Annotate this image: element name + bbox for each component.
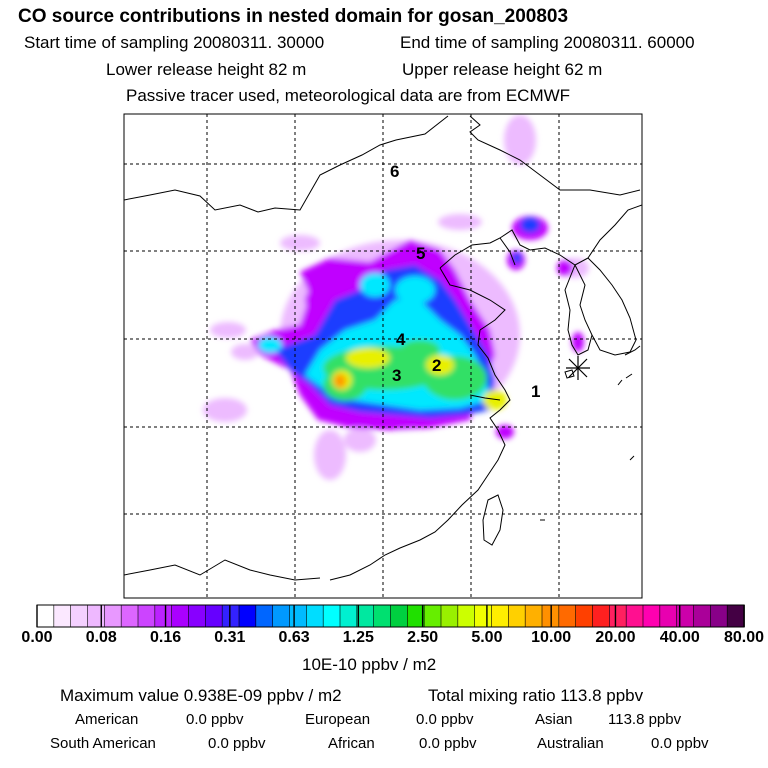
region-name-south-american: South American [50,735,156,752]
region-name-australian: Australian [537,735,604,752]
region-value-australian: 0.0 ppbv [651,735,709,752]
map-frame [123,113,643,599]
region-name-american: American [75,711,139,728]
legend-tick-label: 0.63 [278,629,310,646]
region-value-south-american: 0.0 ppbv [208,735,266,752]
lower-release-label: Lower release height 82 m [106,60,307,79]
legend-tick-label: 0.08 [85,629,117,646]
legend-tick-label: 0.31 [214,629,246,646]
region-value-european: 0.0 ppbv [416,711,474,728]
start-time-label: Start time of sampling 20080311. 30000 [24,33,325,52]
end-time-label: End time of sampling 20080311. 60000 [400,33,695,52]
region-value-american: 0.0 ppbv [186,711,244,728]
region-label-2: 2 [432,356,442,375]
legend-tick-label: 20.00 [595,629,636,646]
asterisk-icon [566,356,590,380]
region-label-3: 3 [392,366,402,385]
region-label-5: 5 [416,244,426,263]
plume-field [203,115,589,480]
region-label-4: 4 [396,330,406,349]
legend-tick-label: 0.00 [21,629,53,646]
region-value-african: 0.0 ppbv [419,735,477,752]
region-name-european: European [305,711,371,728]
tracer-note: Passive tracer used, meteorological data… [126,86,571,105]
max-value-label: Maximum value 0.938E-09 ppbv / m2 [60,686,342,705]
region-name-african: African [328,735,375,752]
total-mixing-label: Total mixing ratio 113.8 ppbv [428,686,644,705]
legend-tick-label: 80.00 [723,629,765,646]
region-name-asian: Asian [535,711,573,728]
legend-tick-label: 10.00 [531,629,572,646]
upper-release-label: Upper release height 62 m [402,60,603,79]
region-label-6: 6 [390,162,400,181]
coastlines [124,115,642,581]
legend-tick-label: 1.25 [342,629,374,646]
region-label-1: 1 [531,382,541,401]
region-value-asian: 113.8 ppbv [608,711,682,728]
legend-unit: 10E-10 ppbv / m2 [302,655,437,674]
legend-tick-label: 40.00 [659,629,700,646]
legend-tick-label: 5.00 [471,629,503,646]
plume-peak [334,374,346,388]
lat-lon-grid [124,114,642,598]
legend-tick-label: 2.50 [407,629,439,646]
page-title: CO source contributions in nested domain… [18,6,569,27]
legend-tick-label: 0.16 [149,629,182,646]
